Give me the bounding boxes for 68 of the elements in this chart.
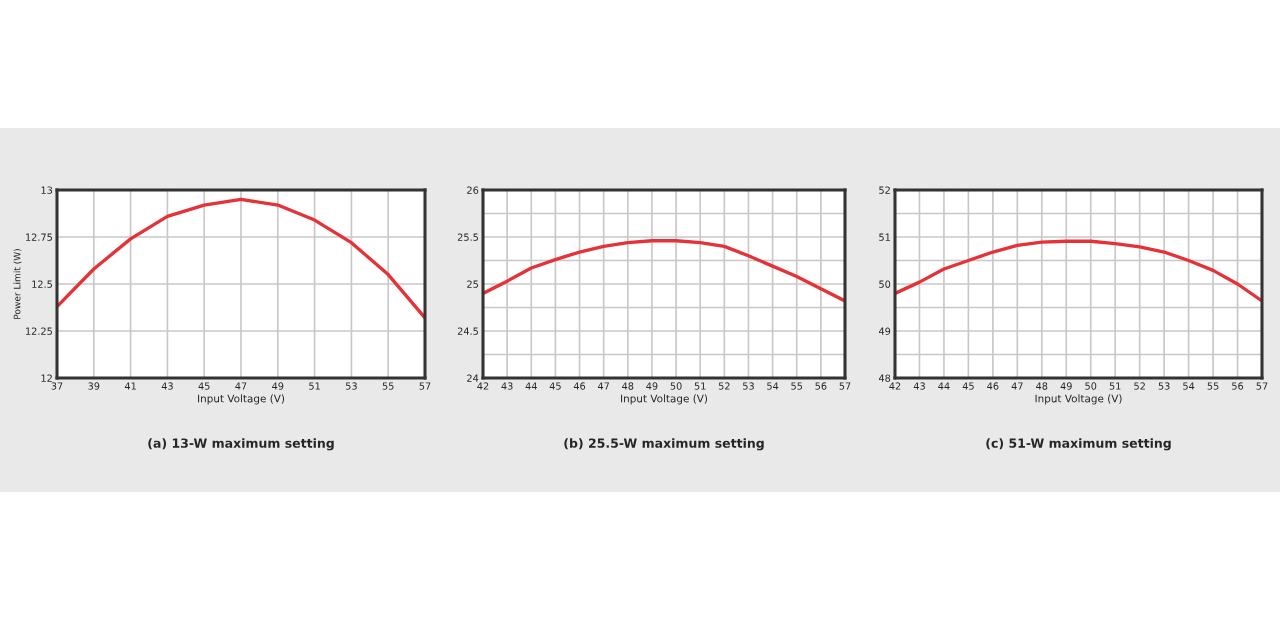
y-tick-label: 50 <box>879 280 891 288</box>
x-tick-label: 48 <box>622 382 634 390</box>
x-tick-label: 49 <box>646 382 658 390</box>
x-tick-label: 57 <box>1256 382 1268 390</box>
x-tick-label: 42 <box>477 382 489 390</box>
x-tick-label: 45 <box>198 382 210 390</box>
text: (b) 25.5-W maximum setting <box>564 438 764 451</box>
x-tick-label: 49 <box>272 382 284 390</box>
x-tick-label: 51 <box>309 382 320 390</box>
x-tick-label: 55 <box>382 382 394 390</box>
x-tick-label: 53 <box>345 382 357 390</box>
x-tick-label: 44 <box>938 382 950 390</box>
x-tick-label: 46 <box>987 382 999 390</box>
x-tick-label: 55 <box>791 382 803 390</box>
x-tick-label: 50 <box>1085 382 1097 390</box>
text: (a) 13-W maximum setting <box>148 438 334 451</box>
y-tick-label: 12.5 <box>32 280 52 288</box>
y-tick-label: 51 <box>879 233 890 241</box>
x-tick-label: 56 <box>1232 382 1244 390</box>
x-tick-label: 55 <box>1207 382 1219 390</box>
x-axis-title: Input Voltage (V) <box>198 394 285 405</box>
x-tick-label: 52 <box>718 382 730 390</box>
x-tick-label: 53 <box>1158 382 1170 390</box>
y-tick-label: 12.25 <box>26 327 52 335</box>
y-tick-label: 24 <box>467 374 479 382</box>
x-tick-label: 50 <box>670 382 682 390</box>
line-series <box>57 197 425 320</box>
x-tick-label: 54 <box>767 382 779 390</box>
x-tick-label: 43 <box>501 382 513 390</box>
y-tick-label: 24.5 <box>457 327 478 335</box>
x-tick-label: 51 <box>694 382 706 390</box>
y-tick-label: 12.75 <box>26 233 52 241</box>
y-tick-label: 26 <box>467 186 479 194</box>
x-tick-label: 39 <box>88 382 100 390</box>
x-tick-label: 56 <box>815 382 827 390</box>
x-tick-label: 51 <box>1109 382 1121 390</box>
y-tick-label: 49 <box>878 327 891 335</box>
text: (c) 51-W maximum setting <box>986 438 1171 451</box>
y-tick-label: 48 <box>878 374 891 382</box>
x-axis-title: Input Voltage (V) <box>621 394 708 405</box>
y-axis-title: Power Limit (W) <box>13 249 22 319</box>
x-tick-label: 48 <box>1036 382 1048 390</box>
x-tick-label: 57 <box>839 382 851 390</box>
y-tick-label: 52 <box>879 186 890 194</box>
x-tick-label: 47 <box>597 382 610 390</box>
x-tick-label: 46 <box>573 382 586 390</box>
y-tick-label: 13 <box>41 186 53 194</box>
x-tick-label: 43 <box>161 382 173 390</box>
y-tick-label: 25.5 <box>457 233 478 241</box>
x-tick-label: 52 <box>1134 382 1145 390</box>
x-tick-label: 47 <box>235 382 247 390</box>
x-tick-label: 45 <box>962 382 974 390</box>
x-tick-label: 45 <box>549 382 561 390</box>
x-tick-label: 43 <box>913 382 925 390</box>
x-tick-label: 42 <box>889 382 901 390</box>
x-tick-label: 41 <box>124 382 136 390</box>
y-tick-label: 12 <box>41 374 52 382</box>
x-tick-label: 54 <box>1183 382 1195 390</box>
line-series <box>483 239 845 303</box>
line-series <box>895 239 1262 303</box>
x-tick-label: 53 <box>743 382 754 390</box>
x-axis-title: Input Voltage (V) <box>1035 394 1122 405</box>
x-tick-label: 49 <box>1060 382 1072 390</box>
x-tick-label: 37 <box>51 382 63 390</box>
x-tick-label: 47 <box>1011 382 1023 390</box>
x-tick-label: 57 <box>419 382 431 390</box>
x-tick-label: 44 <box>525 382 537 390</box>
y-tick-label: 25 <box>467 280 478 288</box>
